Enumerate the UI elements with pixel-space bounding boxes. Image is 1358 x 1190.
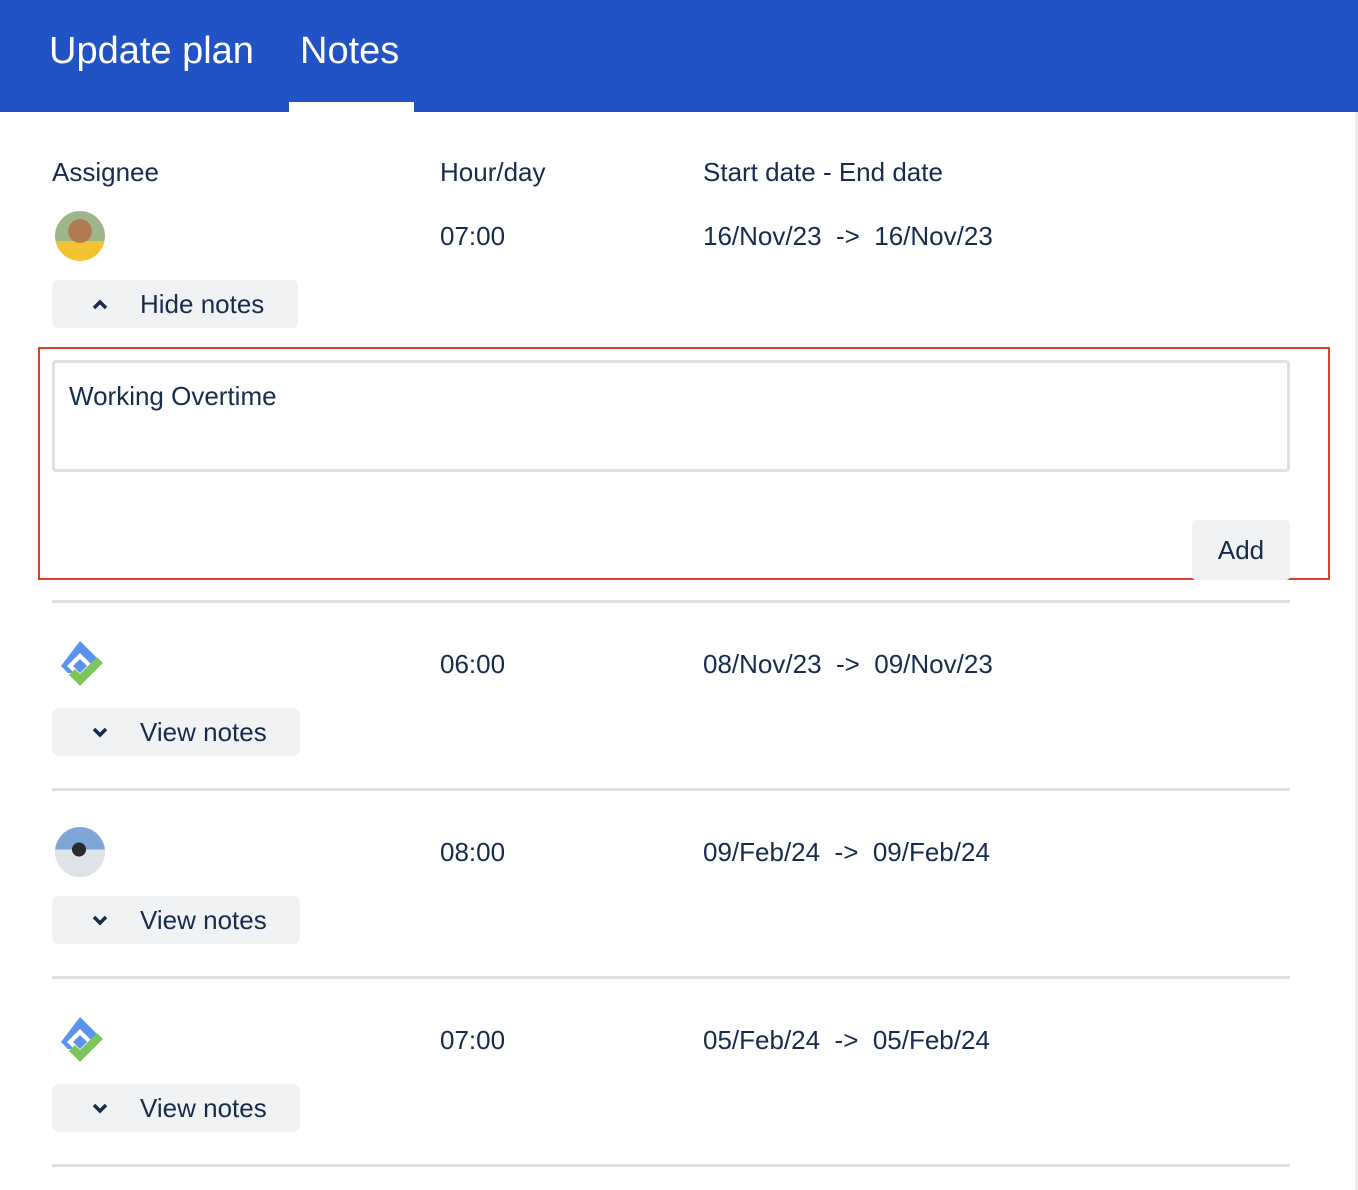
button-label: Hide notes xyxy=(140,288,265,319)
hide-notes-button[interactable]: Hide notes xyxy=(52,280,298,328)
button-label: View notes xyxy=(140,904,267,935)
view-notes-button[interactable]: View notes xyxy=(52,1084,300,1132)
chevron-down-icon xyxy=(76,726,124,738)
avatar xyxy=(55,827,105,877)
avatar xyxy=(55,211,105,261)
row-divider xyxy=(52,1164,1290,1167)
active-tab-indicator xyxy=(289,102,414,112)
view-notes-button[interactable]: View notes xyxy=(52,896,300,944)
add-note-button[interactable]: Add xyxy=(1192,520,1290,580)
hours-value: 08:00 xyxy=(440,837,506,867)
scrollbar-track[interactable] xyxy=(1355,112,1358,1190)
header-bar: Update plan Notes xyxy=(0,0,1358,112)
hours-value: 06:00 xyxy=(440,649,506,679)
row-divider xyxy=(52,976,1290,979)
app-logo-icon xyxy=(55,639,105,689)
row-divider xyxy=(52,788,1290,791)
column-header-dates: Start date - End date xyxy=(703,157,943,187)
app-logo-icon xyxy=(55,1015,105,1065)
button-label: View notes xyxy=(140,1092,267,1123)
view-notes-button[interactable]: View notes xyxy=(52,708,300,756)
row-divider xyxy=(52,600,1290,603)
date-range: 16/Nov/23 -> 16/Nov/23 xyxy=(703,221,993,251)
date-range: 05/Feb/24 -> 05/Feb/24 xyxy=(703,1025,990,1055)
button-label: View notes xyxy=(140,716,267,747)
notes-panel-highlight xyxy=(38,347,1330,580)
column-header-assignee: Assignee xyxy=(52,157,159,187)
tab-update-plan[interactable]: Update plan xyxy=(49,30,254,72)
hours-value: 07:00 xyxy=(440,1025,506,1055)
tab-notes[interactable]: Notes xyxy=(300,30,400,72)
notes-textarea[interactable]: Working Overtime xyxy=(52,360,1290,472)
column-header-hours: Hour/day xyxy=(440,157,546,187)
chevron-down-icon xyxy=(76,914,124,926)
date-range: 08/Nov/23 -> 09/Nov/23 xyxy=(703,649,993,679)
hours-value: 07:00 xyxy=(440,221,506,251)
chevron-up-icon xyxy=(76,298,124,310)
date-range: 09/Feb/24 -> 09/Feb/24 xyxy=(703,837,990,867)
chevron-down-icon xyxy=(76,1102,124,1114)
